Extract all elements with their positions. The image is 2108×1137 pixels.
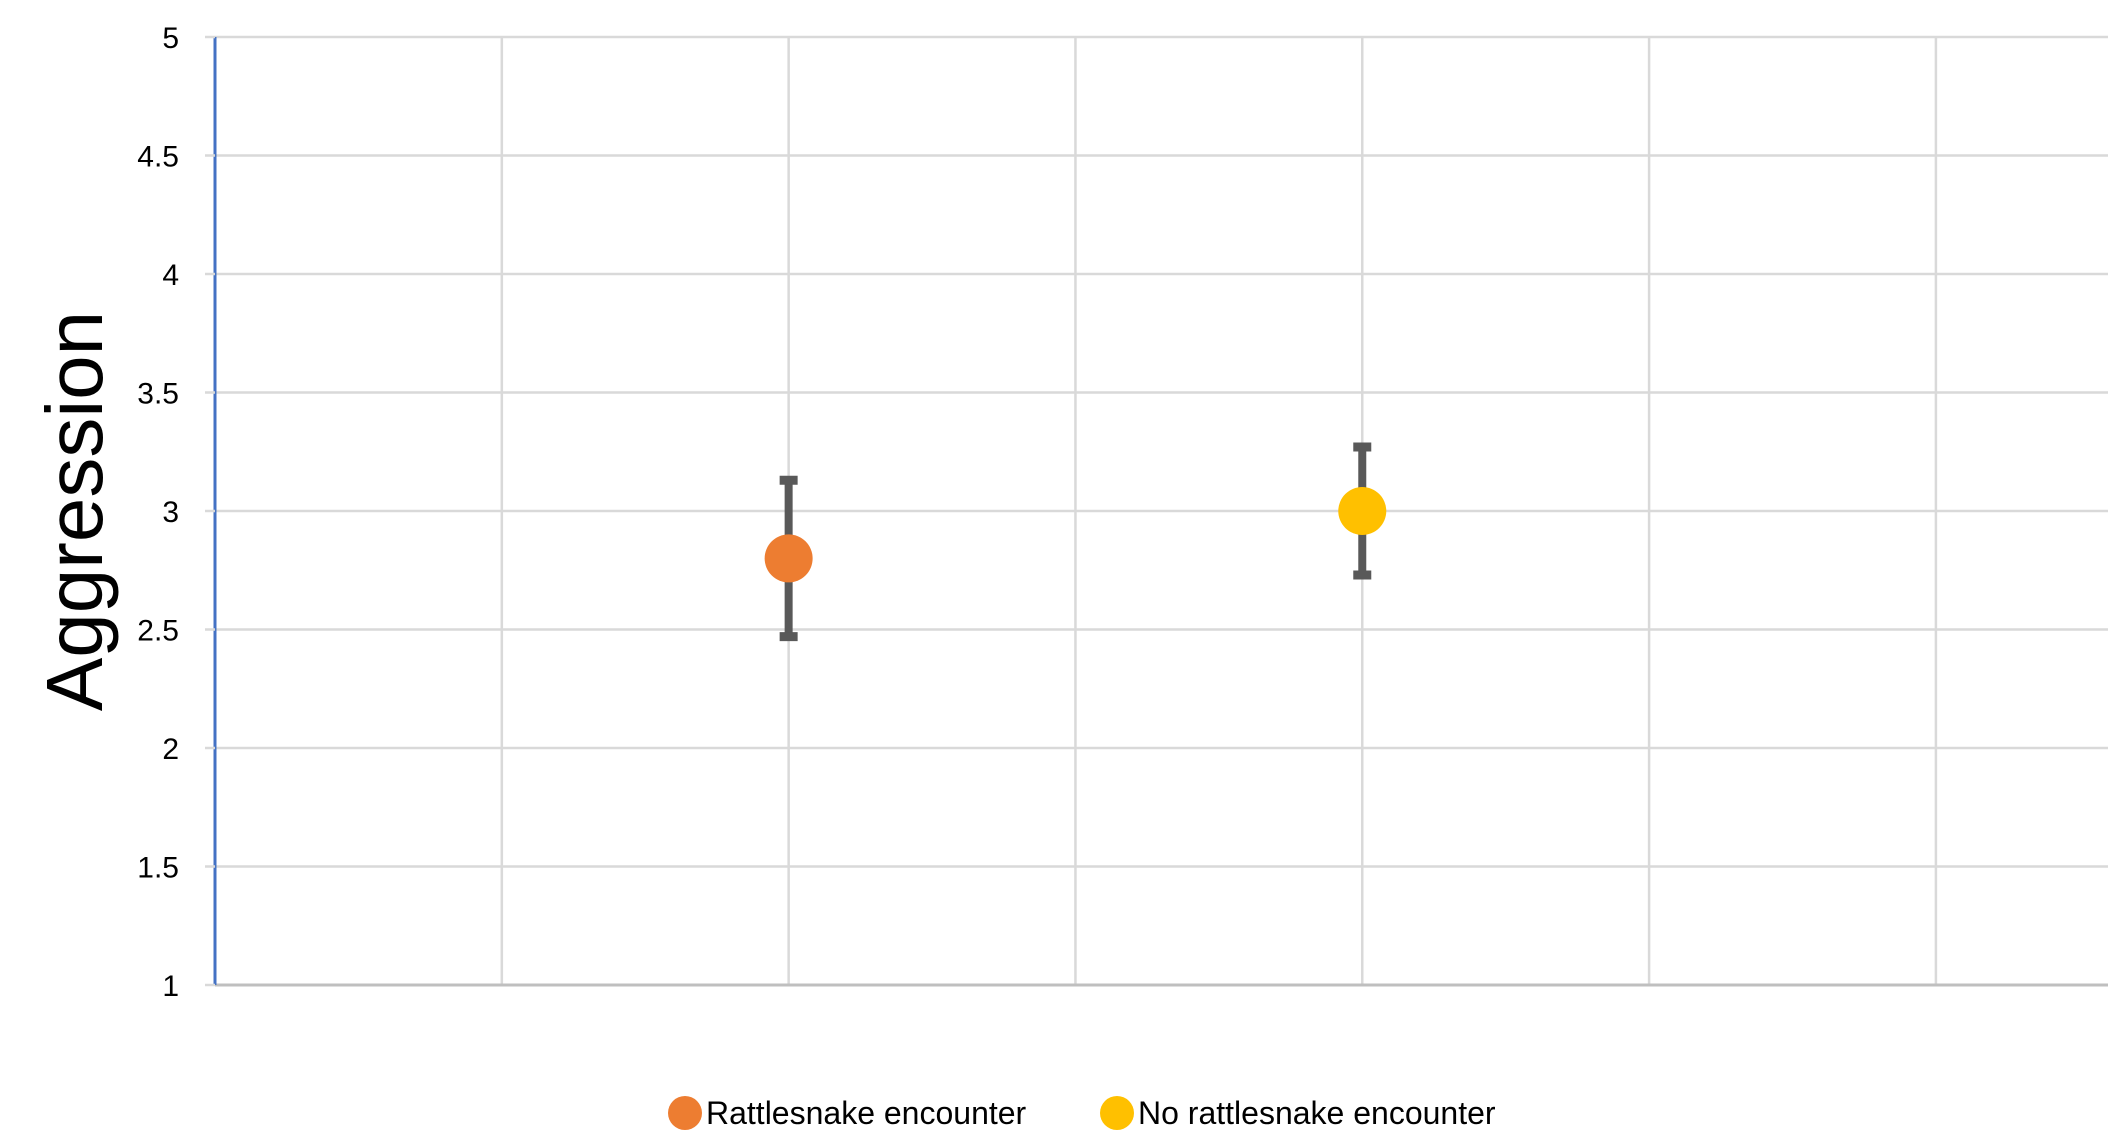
gridlines [215, 35, 2108, 985]
legend-label: Rattlesnake encounter [706, 1095, 1027, 1131]
data-point-1 [764, 534, 813, 583]
y-tick-label: 3.5 [137, 378, 179, 411]
legend-marker [668, 1096, 702, 1130]
y-tick-label: 2.5 [137, 615, 179, 648]
legend-marker [1100, 1096, 1134, 1130]
y-tick-label: 3 [162, 496, 179, 529]
y-axis-ticks: 1 1.5 2 2.5 3 3.5 4 4.5 5 [137, 22, 215, 1003]
legend-label: No rattlesnake encounter [1138, 1095, 1496, 1131]
data-point-2 [1338, 487, 1387, 535]
y-axis-title: Aggression [30, 311, 119, 711]
y-tick-label: 4.5 [137, 141, 179, 174]
y-tick-label: 4 [162, 259, 179, 292]
y-tick-label: 2 [162, 733, 179, 766]
y-tick-label: 5 [162, 22, 179, 55]
y-tick-label: 1 [162, 970, 179, 1003]
y-tick-label: 1.5 [137, 852, 179, 885]
data-points [764, 442, 1387, 642]
legend: Rattlesnake encounter No rattlesnake enco… [668, 1095, 1496, 1131]
